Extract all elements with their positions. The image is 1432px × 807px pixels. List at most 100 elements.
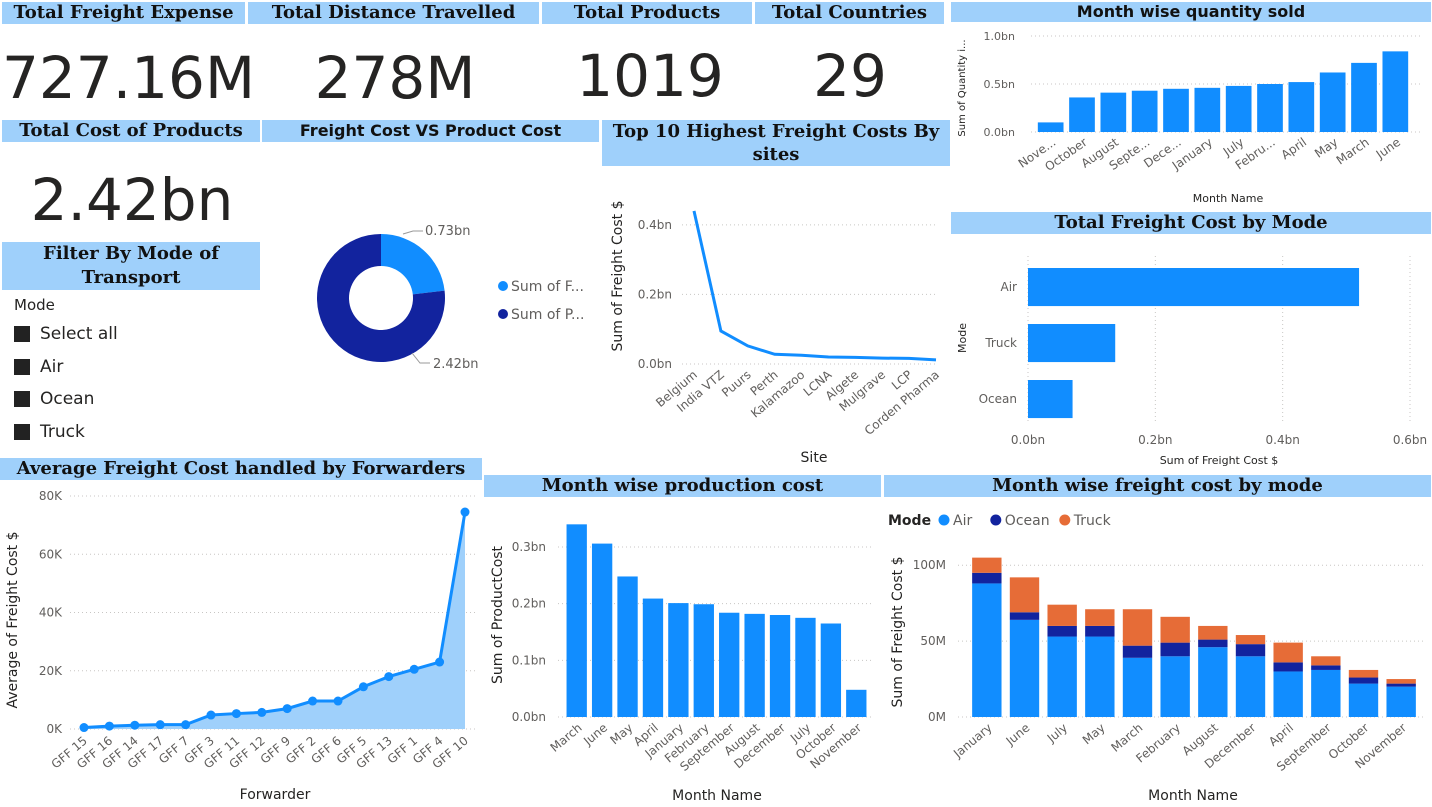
data-point[interactable] <box>333 696 343 706</box>
bar-segment[interactable] <box>1311 665 1341 670</box>
bar[interactable] <box>1037 122 1064 132</box>
bar-segment[interactable] <box>972 557 1002 573</box>
bar-segment[interactable] <box>1122 657 1153 717</box>
data-point[interactable] <box>155 720 165 730</box>
bar-segment[interactable] <box>1311 669 1341 717</box>
bar[interactable] <box>1100 92 1127 132</box>
bar-segment[interactable] <box>1009 612 1040 620</box>
series-line[interactable] <box>83 511 467 730</box>
bar-segment[interactable] <box>1009 577 1040 613</box>
bar[interactable] <box>642 598 664 717</box>
bar[interactable] <box>693 604 714 717</box>
data-point[interactable] <box>460 507 470 517</box>
bar[interactable] <box>719 612 740 717</box>
bar[interactable] <box>769 615 791 717</box>
bar-segment[interactable] <box>1047 625 1077 637</box>
bar[interactable] <box>1028 380 1073 419</box>
slicer-item-ocean[interactable]: Ocean <box>14 389 94 409</box>
bar-segment[interactable] <box>1273 642 1303 663</box>
bar-segment[interactable] <box>1348 677 1379 684</box>
bar-segment[interactable] <box>1085 609 1115 626</box>
bar-segment[interactable] <box>1085 636 1115 717</box>
data-point[interactable] <box>282 704 292 714</box>
data-point[interactable] <box>257 707 267 717</box>
slicer-item-select-all[interactable]: Select all <box>14 324 118 344</box>
bar[interactable] <box>566 524 587 717</box>
donut-chart[interactable]: 0.73bn 2.42bn Sum of F... Sum of P... <box>262 145 599 450</box>
bar-segment[interactable] <box>1122 645 1153 658</box>
x-tick-label: April <box>1279 135 1310 162</box>
bar-segment[interactable] <box>1235 656 1266 717</box>
bar[interactable] <box>1131 90 1158 132</box>
bar[interactable] <box>1163 88 1189 132</box>
bar[interactable] <box>795 617 816 717</box>
bar-segment[interactable] <box>1273 671 1303 717</box>
bar-segment[interactable] <box>1386 679 1416 684</box>
bar[interactable] <box>1382 51 1409 132</box>
slicer-item-air[interactable]: Air <box>14 357 63 377</box>
bar-segment[interactable] <box>1273 662 1303 672</box>
bar-segment[interactable] <box>972 583 1002 717</box>
bar-segment[interactable] <box>1198 625 1228 640</box>
data-point[interactable] <box>358 682 368 692</box>
bar[interactable] <box>1319 72 1346 132</box>
bar[interactable] <box>1069 97 1095 132</box>
bar[interactable] <box>617 576 638 717</box>
checkbox-icon[interactable] <box>14 359 30 375</box>
prod-bar-chart[interactable]: 0.0bn0.1bn0.2bn0.3bnMarchJuneMayAprilJan… <box>484 497 881 807</box>
slicer-item-truck[interactable]: Truck <box>14 422 85 442</box>
bar-segment[interactable] <box>1386 683 1416 687</box>
bar-segment[interactable] <box>1047 604 1077 626</box>
data-point[interactable] <box>181 720 191 730</box>
data-point[interactable] <box>231 709 241 719</box>
data-point[interactable] <box>79 723 89 733</box>
checkbox-icon[interactable] <box>14 424 30 440</box>
bar[interactable] <box>591 543 613 717</box>
bar[interactable] <box>1257 84 1283 132</box>
bar-segment[interactable] <box>1235 644 1266 657</box>
bar[interactable] <box>1028 268 1360 307</box>
bar[interactable] <box>1288 82 1315 132</box>
bar-segment[interactable] <box>1085 625 1115 637</box>
bar-segment[interactable] <box>1009 619 1040 717</box>
bar-segment[interactable] <box>1348 669 1379 678</box>
mode-bar-chart[interactable]: 0.0bn 0.2bn 0.4bn 0.6bn Air Truck Ocean Sum of … <box>951 234 1431 470</box>
data-point[interactable] <box>104 721 114 731</box>
bar[interactable] <box>1351 62 1377 132</box>
donut-slice[interactable] <box>317 234 445 362</box>
bar-segment[interactable] <box>1122 609 1153 646</box>
bar-segment[interactable] <box>1348 683 1379 717</box>
bar-segment[interactable] <box>1311 656 1341 666</box>
y-tick-label: 0.1bn <box>512 653 546 667</box>
bar[interactable] <box>820 623 842 718</box>
checkbox-icon[interactable] <box>14 326 30 342</box>
bar-segment[interactable] <box>972 572 1002 584</box>
checkbox-icon[interactable] <box>14 391 30 407</box>
data-point[interactable] <box>130 720 140 730</box>
qty-bar-chart[interactable]: 0.0bn0.5bn1.0bnNove...OctoberAugustSepte… <box>951 22 1431 210</box>
series-line[interactable] <box>692 210 937 362</box>
donut-slice[interactable] <box>381 234 445 295</box>
bar-segment[interactable] <box>1386 686 1416 717</box>
bar[interactable] <box>744 613 765 717</box>
bar-segment[interactable] <box>1198 647 1228 717</box>
bar[interactable] <box>846 689 867 717</box>
bar-segment[interactable] <box>1160 642 1190 657</box>
bar[interactable] <box>1225 85 1252 132</box>
data-point[interactable] <box>409 664 419 674</box>
bar[interactable] <box>1194 87 1221 132</box>
bar[interactable] <box>1028 324 1116 363</box>
bar[interactable] <box>668 603 689 717</box>
bar-segment[interactable] <box>1198 639 1228 648</box>
data-point[interactable] <box>384 672 394 682</box>
data-point[interactable] <box>308 696 318 706</box>
bar-segment[interactable] <box>1047 636 1077 717</box>
stack-bar-chart[interactable]: 0M 50M 100M Mode Air Ocean Truck January June Jul… <box>884 497 1431 807</box>
bar-segment[interactable] <box>1160 656 1190 717</box>
data-point[interactable] <box>435 657 445 667</box>
bar-segment[interactable] <box>1160 616 1190 643</box>
data-point[interactable] <box>206 710 216 720</box>
bar-segment[interactable] <box>1235 635 1266 645</box>
